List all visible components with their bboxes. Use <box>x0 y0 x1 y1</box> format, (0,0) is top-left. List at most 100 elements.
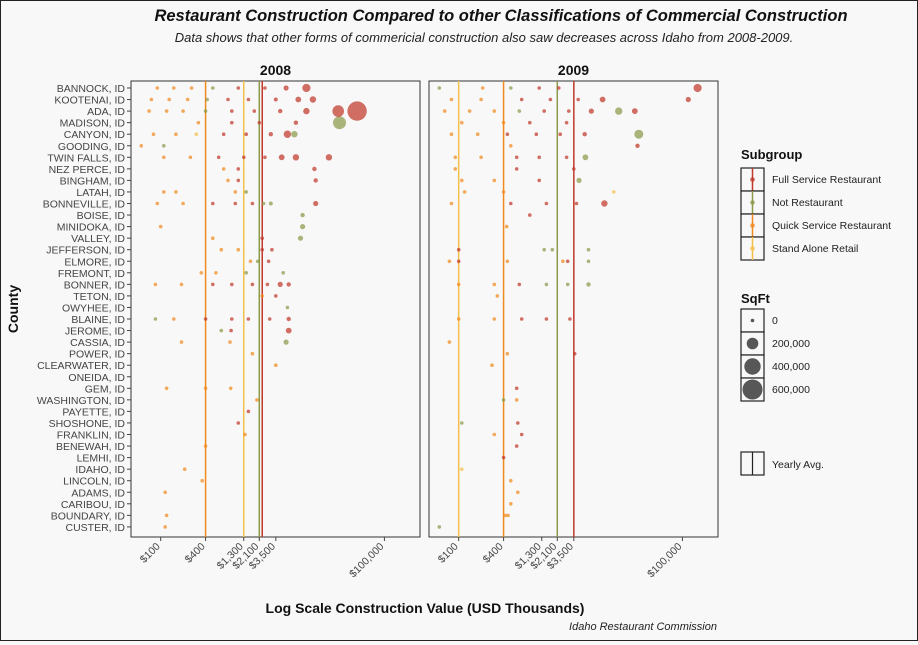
data-point <box>509 502 513 506</box>
data-point <box>211 201 215 206</box>
county-label: IDAHO, ID <box>75 464 125 476</box>
data-point <box>568 317 572 321</box>
data-point <box>514 398 519 402</box>
county-label: TETON, ID <box>73 291 125 303</box>
size-legend-item: 200,000 <box>740 331 810 356</box>
data-point <box>544 201 549 206</box>
data-point <box>601 200 608 207</box>
data-point <box>467 109 472 113</box>
data-point <box>456 317 461 321</box>
legend-key-dot <box>750 200 755 205</box>
data-point <box>172 317 176 321</box>
county-label: FREMONT, ID <box>58 268 125 280</box>
size-legend-label: 400,000 <box>772 361 810 373</box>
data-point <box>203 444 208 448</box>
data-point <box>229 328 233 333</box>
x-tick-label: $400 <box>183 541 208 566</box>
data-point <box>167 97 171 102</box>
data-point <box>172 86 176 90</box>
data-point <box>163 490 167 495</box>
data-point <box>565 259 570 264</box>
data-point <box>492 178 497 183</box>
data-point <box>309 96 317 103</box>
data-point <box>230 317 234 321</box>
data-point <box>265 282 270 287</box>
data-point <box>557 86 561 90</box>
data-point <box>243 432 247 437</box>
county-label: CANYON, ID <box>64 129 126 141</box>
data-point <box>550 247 555 252</box>
data-point <box>504 224 509 229</box>
panel-title: 2009 <box>558 62 589 78</box>
data-point <box>588 108 594 114</box>
data-point <box>564 120 569 125</box>
data-point <box>246 409 251 414</box>
data-point <box>203 109 208 113</box>
data-point <box>492 432 497 437</box>
county-label: VALLEY, ID <box>71 233 125 245</box>
size-key-dot <box>742 379 763 400</box>
data-point <box>561 259 565 264</box>
county-label: BINGHAM, ID <box>60 175 126 187</box>
data-point <box>278 154 285 161</box>
data-point <box>155 86 160 90</box>
data-point <box>599 96 606 103</box>
data-point <box>548 97 553 102</box>
data-point <box>519 97 524 102</box>
data-point <box>291 131 298 138</box>
county-label: BONNEVILLE, ID <box>43 199 126 211</box>
data-point <box>514 167 519 171</box>
data-point <box>509 478 513 483</box>
data-point <box>255 398 259 402</box>
county-label: BONNER, ID <box>64 279 126 291</box>
data-point <box>285 305 290 310</box>
data-point <box>509 86 513 90</box>
county-label: MINIDOKA, ID <box>57 222 126 234</box>
legend-label: Not Restaurant <box>772 197 843 209</box>
data-point <box>153 317 158 321</box>
chart-subtitle: Data shows that other forms of commerici… <box>175 30 794 45</box>
data-point <box>164 513 169 518</box>
data-point <box>586 282 591 287</box>
data-point <box>495 294 500 298</box>
chart-title: Restaurant Construction Compared to othe… <box>154 7 847 25</box>
data-point <box>261 201 266 206</box>
data-point <box>230 120 234 125</box>
data-point <box>252 109 257 113</box>
county-label: CLEARWATER, ID <box>37 360 125 372</box>
size-key-dot <box>746 337 759 350</box>
x-tick-label: $100 <box>138 541 163 566</box>
data-point <box>460 178 464 183</box>
data-point <box>263 86 267 90</box>
county-label: ADAMS, ID <box>71 487 125 499</box>
data-point <box>325 154 333 161</box>
data-point <box>181 201 185 206</box>
data-point <box>250 282 255 287</box>
data-point <box>492 317 497 321</box>
data-point <box>611 190 616 194</box>
data-point <box>479 155 483 160</box>
data-point <box>274 363 278 368</box>
x-tick-label: $100 <box>436 541 461 566</box>
data-point <box>503 513 508 518</box>
data-point <box>475 132 480 136</box>
county-label: JEROME, ID <box>65 326 126 338</box>
data-point <box>181 109 185 113</box>
county-label: KOOTENAI, ID <box>54 95 125 107</box>
data-point <box>516 421 520 425</box>
data-point <box>456 282 461 287</box>
data-point <box>221 167 226 171</box>
size-legend-title: SqFt <box>741 291 771 306</box>
data-point <box>537 86 541 90</box>
data-point <box>246 317 251 321</box>
data-point <box>537 155 541 160</box>
county-label: SHOSHONE, ID <box>49 418 126 430</box>
data-point <box>564 155 569 160</box>
legend-label: Full Service Restaurant <box>772 174 881 186</box>
data-point <box>268 132 273 137</box>
data-point <box>292 154 300 161</box>
data-point <box>228 340 232 344</box>
county-label: BANNOCK, ID <box>57 83 126 95</box>
x-axis-title: Log Scale Construction Value (USD Thousa… <box>266 600 585 616</box>
